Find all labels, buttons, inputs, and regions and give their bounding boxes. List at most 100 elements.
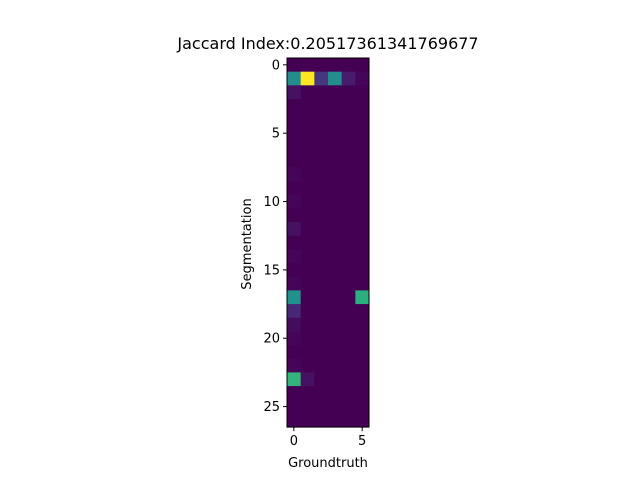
heatmap-cell	[314, 386, 329, 401]
heatmap-cell	[341, 358, 356, 373]
heatmap-cell	[287, 99, 302, 114]
heatmap-cell	[355, 222, 370, 237]
heatmap-cell	[314, 194, 329, 209]
x-axis-label: Groundtruth	[288, 456, 368, 471]
heatmap-cell	[314, 249, 329, 264]
heatmap-cell	[287, 140, 302, 155]
heatmap-cell	[300, 263, 315, 278]
heatmap-cell	[355, 181, 370, 196]
heatmap-cell	[314, 85, 329, 100]
heatmap-cell	[314, 290, 329, 305]
chart-title: Jaccard Index:0.20517361341769677	[176, 34, 478, 53]
heatmap-cell	[314, 263, 329, 278]
heatmap-cell	[355, 413, 370, 428]
heatmap-cell	[314, 399, 329, 414]
heatmap-cell	[300, 317, 315, 332]
heatmap-cell	[341, 317, 356, 332]
y-axis-label: Segmentation	[240, 198, 255, 289]
heatmap-cell	[314, 167, 329, 182]
heatmap-cell	[355, 85, 370, 100]
heatmap-cell	[300, 208, 315, 223]
heatmap-cell	[355, 126, 370, 141]
heatmap-cell	[300, 345, 315, 360]
heatmap-cell	[287, 71, 302, 86]
heatmap-cell	[287, 112, 302, 127]
heatmap-cell	[355, 263, 370, 278]
heatmap-cell	[328, 208, 343, 223]
heatmap-cell	[300, 112, 315, 127]
heatmap-cell	[300, 167, 315, 182]
heatmap-cell	[355, 58, 370, 73]
heatmap-cell	[287, 208, 302, 223]
heatmap-cell	[287, 386, 302, 401]
heatmap-cell	[314, 372, 329, 387]
y-tick-label: 10	[263, 195, 280, 210]
heatmap-cell	[314, 222, 329, 237]
heatmap-cell	[355, 372, 370, 387]
y-axis-ticks: 0 5 10 15 20 25	[263, 58, 287, 415]
heatmap-cell	[341, 140, 356, 155]
heatmap-cell	[287, 249, 302, 264]
heatmap-cell	[300, 85, 315, 100]
heatmap-cell	[328, 413, 343, 428]
heatmap-cell	[287, 331, 302, 346]
heatmap-cell	[341, 345, 356, 360]
heatmap-cell	[341, 372, 356, 387]
heatmap-cell	[328, 358, 343, 373]
heatmap-cell	[355, 249, 370, 264]
heatmap-cell	[328, 399, 343, 414]
heatmap-cell	[328, 276, 343, 291]
heatmap-cell	[328, 317, 343, 332]
heatmap-cell	[300, 249, 315, 264]
heatmap-cell	[300, 358, 315, 373]
heatmap-cell	[341, 413, 356, 428]
heatmap-cell	[300, 58, 315, 73]
heatmap-cell	[355, 194, 370, 209]
heatmap-cell	[287, 317, 302, 332]
heatmap-cell	[300, 126, 315, 141]
heatmap-cell	[314, 99, 329, 114]
heatmap-cell	[328, 85, 343, 100]
heatmap-cells	[287, 58, 370, 428]
heatmap-cell	[300, 235, 315, 250]
heatmap-cell	[314, 304, 329, 319]
heatmap-cell	[314, 331, 329, 346]
heatmap-cell	[341, 263, 356, 278]
heatmap-cell	[341, 71, 356, 86]
heatmap-cell	[355, 71, 370, 86]
heatmap-cell	[328, 112, 343, 127]
heatmap-cell	[314, 140, 329, 155]
heatmap-cell	[328, 304, 343, 319]
heatmap-cell	[300, 181, 315, 196]
heatmap-cell	[355, 99, 370, 114]
heatmap-cell	[300, 399, 315, 414]
heatmap-cell	[328, 290, 343, 305]
heatmap-cell	[287, 290, 302, 305]
heatmap-cell	[287, 194, 302, 209]
heatmap-cell	[355, 386, 370, 401]
heatmap-cell	[328, 372, 343, 387]
heatmap-cell	[300, 304, 315, 319]
heatmap-cell	[287, 235, 302, 250]
heatmap-cell	[341, 99, 356, 114]
heatmap-cell	[328, 58, 343, 73]
heatmap-cell	[300, 194, 315, 209]
heatmap-cell	[287, 126, 302, 141]
heatmap-cell	[287, 263, 302, 278]
heatmap-cell	[341, 85, 356, 100]
heatmap-cell	[341, 126, 356, 141]
heatmap-cell	[314, 58, 329, 73]
heatmap-cell	[355, 399, 370, 414]
heatmap-cell	[314, 317, 329, 332]
heatmap-cell	[287, 304, 302, 319]
heatmap-cell	[355, 304, 370, 319]
heatmap-cell	[287, 276, 302, 291]
heatmap-cell	[300, 140, 315, 155]
heatmap-cell	[341, 194, 356, 209]
heatmap-cell	[328, 167, 343, 182]
heatmap-cell	[314, 413, 329, 428]
heatmap-cell	[328, 235, 343, 250]
heatmap-cell	[328, 140, 343, 155]
heatmap-cell	[328, 181, 343, 196]
